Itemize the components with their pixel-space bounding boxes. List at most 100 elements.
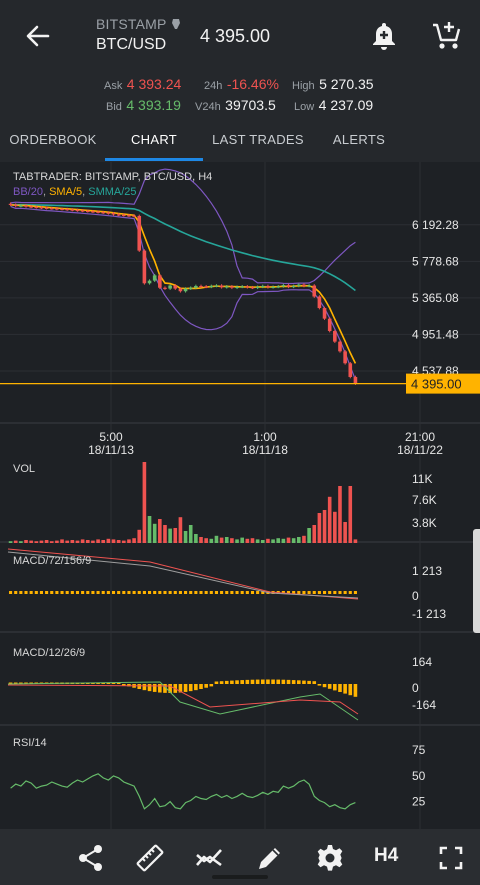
add-alert-bell-icon[interactable]	[369, 20, 399, 52]
change-24h-stat: 24h -16.46%	[204, 76, 279, 92]
volume-bar	[29, 540, 33, 543]
macd-short-histogram-bar	[307, 680, 311, 684]
volume-bar	[183, 531, 188, 543]
volume-bar	[60, 539, 64, 543]
macd-long-histogram-bar	[70, 591, 74, 594]
macd-short-histogram-bar	[338, 684, 342, 692]
macd-long-histogram-bar	[245, 591, 249, 594]
time-axis-tick-date: 18/11/18	[242, 443, 288, 457]
candle-body	[85, 210, 90, 213]
indicators-icon[interactable]	[194, 843, 224, 873]
macd-long-panel-title: MACD/72/156/9	[13, 555, 92, 567]
volume-bar	[343, 522, 347, 543]
candle-body	[188, 287, 193, 289]
volume-bar	[178, 517, 183, 543]
candle-body	[137, 215, 142, 251]
candle-body	[106, 212, 111, 214]
candle-body	[343, 351, 347, 364]
volume-bar	[158, 519, 162, 543]
timeframe-selector[interactable]: H4	[374, 845, 399, 866]
volume-bar	[188, 525, 193, 543]
macd-short-histogram-bar	[19, 682, 23, 684]
tab-chart[interactable]: CHART	[130, 132, 178, 147]
macd-short-histogram-bar	[158, 684, 162, 693]
tab-orderbook[interactable]: ORDERBOOK	[9, 132, 97, 147]
macd-short-histogram-bar	[152, 684, 157, 692]
share-icon[interactable]	[76, 843, 106, 873]
volume-bar	[338, 486, 342, 543]
macd-short-histogram-bar	[122, 684, 126, 686]
candle-body	[24, 205, 28, 207]
macd-long-histogram-bar	[189, 591, 193, 594]
candle-body	[291, 285, 296, 288]
macd-long-histogram-bar	[178, 591, 182, 594]
chart-canvas[interactable]: 6 192.285 778.685 365.084 951.484 537.88…	[0, 162, 480, 829]
macd-short-histogram-bar	[194, 684, 198, 691]
candle-body	[230, 286, 234, 288]
last-price: 4 395.00	[200, 26, 271, 46]
candle-body	[142, 250, 147, 284]
macd-short-histogram-bar	[348, 684, 353, 696]
macd-long-line	[7, 551, 359, 599]
macd-long-histogram-bar	[148, 591, 152, 594]
chart-area[interactable]: 6 192.28 5 778.68 5 365.08 4 951.48 4 537.88…	[0, 162, 480, 829]
low-stat: Low 4 237.09	[294, 97, 374, 113]
candle-body	[327, 318, 332, 332]
volume-bar	[224, 537, 229, 543]
candle-body	[297, 284, 301, 286]
volume-bar	[302, 535, 306, 543]
macd-long-histogram-bar	[328, 591, 332, 594]
add-to-portfolio-cart-icon[interactable]	[430, 18, 464, 52]
macd-short-histogram-bar	[297, 680, 301, 684]
macd-short-histogram-bar	[266, 679, 270, 684]
volume-bar	[13, 540, 18, 543]
candle-body	[307, 285, 311, 287]
macd-short-histogram-bar	[255, 679, 260, 684]
volume-bar	[291, 538, 296, 543]
app-bar: BITSTAMP BTC/USD 4 395.00	[0, 0, 480, 70]
back-arrow-icon[interactable]	[22, 20, 54, 52]
candle-body	[60, 208, 64, 211]
macd-short-histogram-bar	[209, 684, 214, 687]
pencil-icon[interactable]	[255, 843, 285, 873]
panel-resize-handle[interactable]	[473, 529, 480, 633]
macd-short-histogram-bar	[183, 684, 188, 692]
volume-bar	[49, 541, 54, 543]
volume-24h-value: 39703.5	[225, 97, 276, 113]
fullscreen-icon[interactable]	[436, 843, 466, 873]
tab-last-trades[interactable]: LAST TRADES	[212, 132, 304, 147]
ruler-icon[interactable]	[135, 843, 165, 873]
macd-short-axis-tick: -164	[412, 698, 436, 712]
macd-long-histogram-bar	[29, 591, 33, 594]
volume-bar	[96, 539, 100, 543]
volume-24h-stat: V24h 39703.5	[195, 97, 276, 113]
candle-body	[127, 215, 131, 217]
indicator-legend: BB/20, SMA/5, SMMA/25	[13, 186, 137, 198]
settings-gear-icon[interactable]	[315, 843, 345, 873]
macd-long-histogram-bar	[209, 591, 213, 594]
macd-long-histogram-bar	[65, 591, 69, 594]
chart-title: TABTRADER: BITSTAMP, BTC/USD, H4	[13, 171, 213, 183]
candle-body	[101, 212, 106, 214]
macd-long-histogram-bar	[307, 591, 311, 594]
candle-body	[353, 376, 358, 384]
candle-body	[219, 285, 224, 288]
volume-bar	[122, 540, 126, 543]
candle-body	[271, 286, 275, 289]
volume-axis-tick: 3.8K	[412, 516, 437, 530]
candle-body	[80, 210, 85, 212]
macd-short-line	[7, 681, 359, 721]
macd-short-histogram-bar	[327, 684, 332, 689]
candle-body	[255, 286, 260, 289]
volume-panel-title: VOL	[13, 463, 36, 475]
macd-long-histogram-bar	[317, 591, 321, 594]
volume-bar	[271, 539, 275, 543]
current-price-label: 4 395.00	[411, 377, 462, 392]
volume-bar	[8, 541, 13, 543]
tab-alerts[interactable]: ALERTS	[332, 132, 386, 147]
candle-body	[13, 204, 18, 206]
macd-long-histogram-bar	[75, 591, 80, 594]
candle-body	[29, 206, 33, 208]
rsi-axis-tick: 50	[412, 769, 426, 783]
macd-long-histogram-bar	[323, 591, 327, 594]
